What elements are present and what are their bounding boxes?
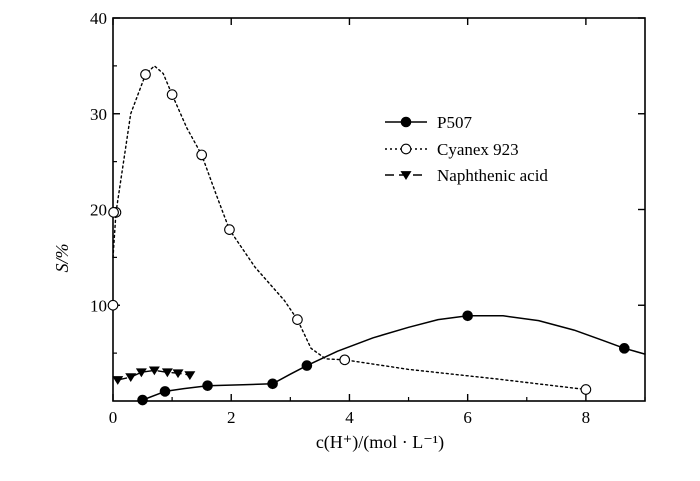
series-0 <box>137 310 646 406</box>
data-point <box>267 378 278 390</box>
legend-marker <box>400 171 412 180</box>
legend-label: P507 <box>437 113 472 132</box>
series-line <box>112 65 587 391</box>
data-point <box>196 149 208 161</box>
legend-label: Cyanex 923 <box>437 140 519 159</box>
data-point <box>125 373 137 383</box>
x-tick-label: 0 <box>109 408 118 427</box>
series-layer <box>107 65 646 406</box>
plot-frame <box>112 17 646 402</box>
data-point <box>159 386 171 397</box>
y-tick-label: 10 <box>90 296 107 315</box>
data-point <box>108 207 119 218</box>
plot-area-border <box>112 17 646 402</box>
series-1 <box>107 65 592 395</box>
legend-item: Cyanex 923 <box>385 140 519 159</box>
y-tick-label: 40 <box>90 9 107 28</box>
data-point <box>462 310 473 322</box>
data-point <box>166 89 178 100</box>
data-point <box>107 299 119 311</box>
data-point <box>301 360 313 371</box>
data-point <box>112 376 124 385</box>
legend: P507 Cyanex 923 Naphthenic acid <box>385 113 548 185</box>
legend-marker <box>400 143 412 155</box>
y-axis-label: S/% <box>52 244 72 273</box>
data-point <box>135 368 147 378</box>
series-line <box>141 315 646 401</box>
data-point <box>184 371 196 381</box>
data-point <box>161 368 173 378</box>
y-tick-label: 30 <box>90 105 107 124</box>
axis-ticks: 0 2 4 6 8 10 20 30 40 <box>90 9 646 427</box>
data-point <box>202 380 213 391</box>
data-point <box>137 394 148 406</box>
data-point <box>172 369 184 379</box>
data-point <box>140 69 151 80</box>
x-tick-label: 8 <box>582 408 591 427</box>
legend-item: Naphthenic acid <box>385 166 548 185</box>
data-point <box>148 366 160 376</box>
series-2 <box>112 366 196 385</box>
data-point <box>580 384 592 395</box>
data-point <box>224 224 235 235</box>
data-point <box>619 343 630 354</box>
data-point <box>292 314 303 325</box>
x-axis-label: c(H⁺)/(mol · L⁻¹) <box>316 432 444 453</box>
legend-label: Naphthenic acid <box>437 166 548 185</box>
x-tick-label: 6 <box>463 408 472 427</box>
legend-item: P507 <box>385 113 472 132</box>
legend-marker <box>400 116 412 128</box>
y-tick-label: 20 <box>90 201 107 220</box>
x-tick-label: 4 <box>345 408 354 427</box>
x-tick-label: 2 <box>227 408 236 427</box>
data-point <box>339 354 351 366</box>
